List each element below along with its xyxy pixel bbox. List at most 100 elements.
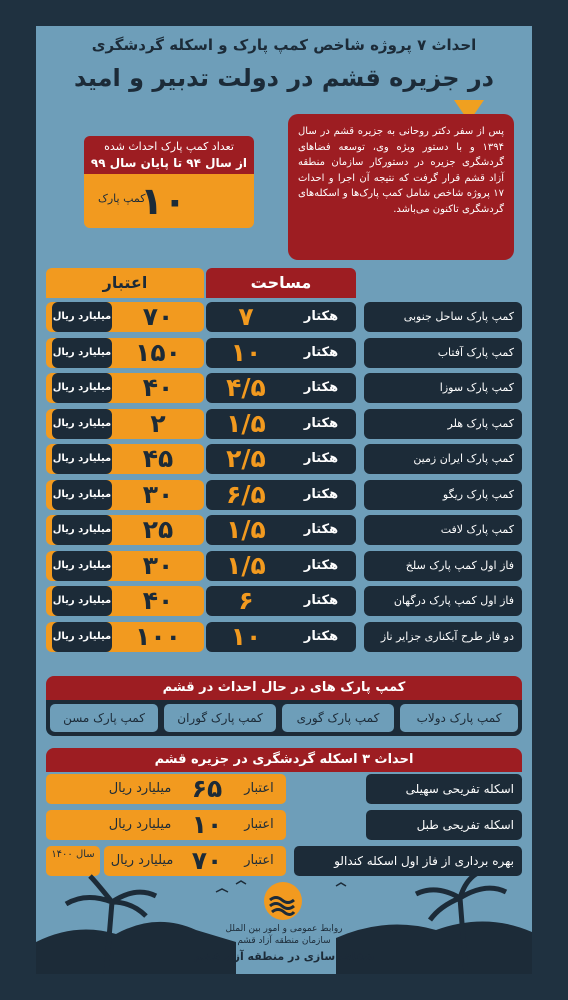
budget-cell: میلیارد ریال ۱۰۰ — [46, 621, 204, 652]
budget-unit: میلیارد ریال — [52, 550, 112, 581]
campark-row: میلیارد ریال ۱۵۰ ۱۰ هکتار کمپ پارک آفتاب — [36, 337, 532, 368]
count-value: ۱۰ — [140, 179, 187, 223]
campark-row: میلیارد ریال ۲۵ ۱/۵ هکتار کمپ پارک لافت — [36, 515, 532, 545]
area-unit: هکتار — [303, 486, 339, 502]
budget-unit: میلیارد ریال — [52, 515, 112, 545]
footer-line-3: شفاف سازی در منطقه آزاد قشم — [193, 950, 375, 963]
area-value: ۶ — [238, 586, 254, 615]
area-value: ۲/۵ — [226, 444, 266, 473]
pier-budget: میلیارد ریال ۱۰ اعتبار — [46, 810, 286, 840]
pier-budget-value: ۶۵ — [191, 774, 223, 803]
budget-value: ۴۵ — [142, 444, 174, 473]
pier-budget-value: ۱۰ — [191, 810, 223, 839]
count-unit: کمپ پارک — [98, 192, 146, 205]
count-box: کمپ پارک ۱۰ — [84, 174, 254, 228]
area-unit: هکتار — [303, 415, 339, 431]
campark-row: میلیارد ریال ۴۰ ۴/۵ هکتار کمپ پارک سوزا — [36, 373, 532, 403]
pier-budget-unit: میلیارد ریال — [108, 817, 172, 832]
logo-icon — [264, 882, 302, 920]
budget-unit: میلیارد ریال — [52, 586, 112, 616]
budget-value: ۱۵۰ — [135, 337, 181, 367]
pier-budget-unit: میلیارد ریال — [108, 781, 172, 796]
area-cell: ۱/۵ هکتار — [206, 515, 356, 545]
area-value: ۶/۵ — [226, 479, 266, 509]
pier-budget: میلیارد ریال ۶۵ اعتبار — [46, 774, 286, 804]
pier-budget: میلیارد ریال ۷۰ اعتبار — [104, 846, 286, 876]
budget-unit: میلیارد ریال — [52, 373, 112, 403]
budget-value: ۱۰۰ — [135, 621, 181, 651]
headline-line-1: احداث ۷ پروژه شاخص کمپ پارک و اسکله گردش… — [91, 36, 477, 54]
area-value: ۱/۵ — [226, 515, 266, 544]
logo-waves-icon — [269, 896, 296, 916]
campark-row: میلیارد ریال ۴۵ ۲/۵ هکتار کمپ پارک ایران زمی… — [36, 444, 532, 474]
pier-budget-unit: میلیارد ریال — [110, 853, 174, 868]
area-unit: هکتار — [303, 344, 339, 360]
budget-value: ۲ — [150, 408, 166, 438]
in-progress-item: کمپ پارک گوری — [282, 704, 394, 732]
budget-value: ۳۰ — [142, 550, 174, 580]
budget-unit: میلیارد ریال — [52, 479, 112, 510]
area-cell: ۱۰ هکتار — [206, 621, 356, 652]
area-unit: هکتار — [303, 451, 339, 466]
area-cell: ۱/۵ هکتار — [206, 408, 356, 439]
campark-row: میلیارد ریال ۳۰ ۶/۵ هکتار کمپ پارک ریگو — [36, 479, 532, 510]
area-value: ۱/۵ — [226, 550, 266, 580]
count-label: تعداد کمپ پارک احداث شده از سال ۹۴ تا پا… — [84, 136, 254, 174]
pier-row: سال ۱۴۰۰ میلیارد ریال ۷۰ اعتبار بهره برد… — [46, 846, 522, 876]
campark-row: میلیارد ریال ۳۰ ۱/۵ هکتار فاز اول کمپ پارک س… — [36, 550, 532, 581]
budget-cell: میلیارد ریال ۳۰ — [46, 550, 204, 581]
budget-cell: میلیارد ریال ۲۵ — [46, 515, 204, 545]
campark-name: فاز اول کمپ پارک درگهان — [364, 586, 522, 616]
area-cell: ۱۰ هکتار — [206, 337, 356, 368]
campark-name: دو فاز طرح آبکناری جزایر ناز — [364, 621, 522, 652]
campark-name: فاز اول کمپ پارک سلخ — [364, 550, 522, 581]
area-unit: هکتار — [303, 593, 339, 608]
budget-cell: میلیارد ریال ۳۰ — [46, 479, 204, 510]
budget-unit: میلیارد ریال — [52, 337, 112, 368]
pier-name: اسکله تفریحی سهیلی — [366, 774, 522, 804]
area-cell: ۶/۵ هکتار — [206, 479, 356, 510]
area-value: ۴/۵ — [226, 373, 266, 402]
budget-cell: میلیارد ریال ۷۰ — [46, 302, 204, 332]
area-cell: ۲/۵ هکتار — [206, 444, 356, 474]
pier-budget-label: اعتبار — [244, 781, 274, 796]
area-unit: هکتار — [303, 557, 339, 573]
intro-text-box: پس از سفر دکتر روحانی به جزیره قشم در سا… — [288, 114, 514, 260]
campark-row: میلیارد ریال ۲ ۱/۵ هکتار کمپ پارک هلر — [36, 408, 532, 439]
area-value: ۷ — [238, 302, 254, 331]
budget-value: ۲۵ — [142, 515, 174, 544]
campark-row: میلیارد ریال ۷۰ ۷ هکتار کمپ پارک ساحل جنوبی — [36, 302, 532, 332]
in-progress-item: کمپ پارک مسن — [50, 704, 158, 732]
in-progress-item: کمپ پارک گوران — [164, 704, 276, 732]
footer-line-1: روابط عمومی و امور بین الملل — [225, 924, 343, 934]
budget-unit: میلیارد ریال — [52, 621, 112, 652]
headline-line-2: در جزیره قشم در دولت تدبیر و امید — [74, 64, 494, 92]
budget-column-header: اعتبار — [46, 268, 204, 298]
pier-budget-label: اعتبار — [244, 817, 274, 832]
campark-row: میلیارد ریال ۱۰۰ ۱۰ هکتار دو فاز طرح آبکناری… — [36, 621, 532, 652]
campark-name: کمپ پارک لافت — [364, 515, 522, 545]
campark-name: کمپ پارک ریگو — [364, 479, 522, 510]
area-value: ۱۰ — [230, 621, 262, 651]
pier-row: میلیارد ریال ۶۵ اعتبار اسکله تفریحی سهیل… — [46, 774, 522, 804]
area-value: ۱۰ — [230, 337, 262, 367]
budget-cell: میلیارد ریال ۱۵۰ — [46, 337, 204, 368]
count-label-line-1: تعداد کمپ پارک احداث شده — [104, 140, 234, 153]
area-unit: هکتار — [303, 522, 339, 537]
pier-name: بهره برداری از فاز اول اسکله کندالو — [294, 846, 522, 876]
budget-cell: میلیارد ریال ۲ — [46, 408, 204, 439]
budget-cell: میلیارد ریال ۴۰ — [46, 373, 204, 403]
budget-cell: میلیارد ریال ۴۵ — [46, 444, 204, 474]
in-progress-item: کمپ پارک دولاب — [400, 704, 518, 732]
palm-silhouette-decoration — [36, 872, 532, 974]
pier-row: میلیارد ریال ۱۰ اعتبار اسکله تفریحی طبل — [46, 810, 522, 840]
budget-value: ۷۰ — [142, 302, 174, 331]
area-column-header: مساحت — [206, 268, 356, 298]
campark-name: کمپ پارک ایران زمین — [364, 444, 522, 474]
area-unit: هکتار — [303, 628, 339, 644]
budget-cell: میلیارد ریال ۴۰ — [46, 586, 204, 616]
pier-year: سال ۱۴۰۰ — [46, 846, 100, 876]
main-panel: احداث ۷ پروژه شاخص کمپ پارک و اسکله گردش… — [36, 26, 532, 974]
footer-line-2: سازمان منطقه آزاد قشم — [237, 936, 331, 946]
